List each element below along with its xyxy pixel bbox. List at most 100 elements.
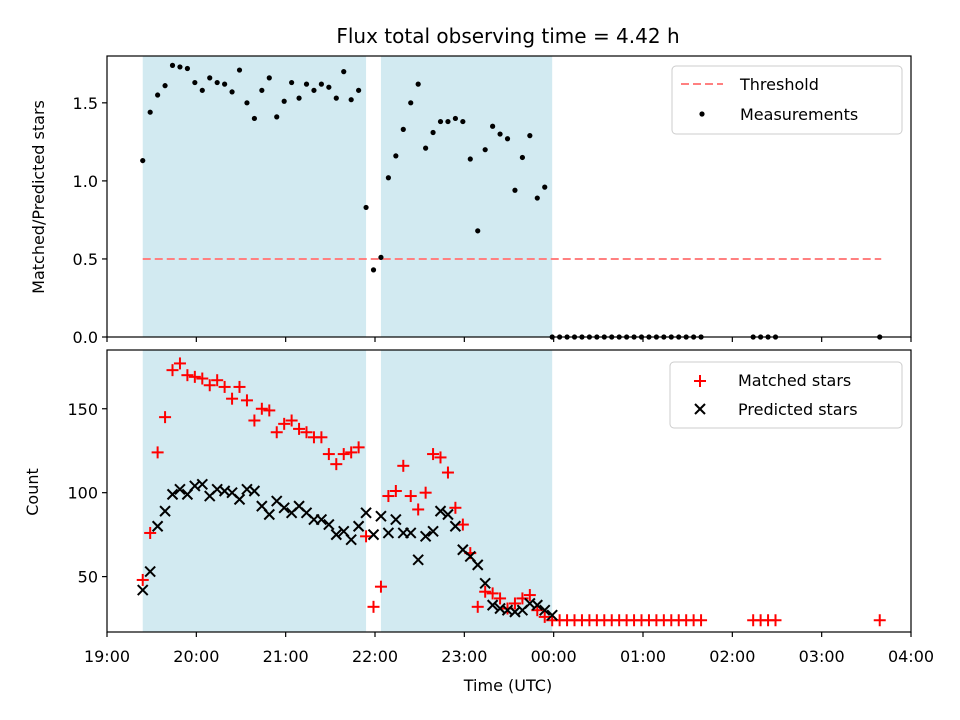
measurement-point [244, 100, 250, 106]
x-tick-label: 03:00 [799, 647, 845, 666]
matched-star-point [769, 614, 782, 627]
measurement-point [318, 81, 324, 87]
matched-star-point [196, 372, 209, 385]
measurement-point [437, 118, 444, 125]
matched-star-point [486, 587, 499, 600]
matched-star-point [159, 411, 172, 424]
predicted-star-point [539, 604, 551, 616]
predicted-star-point [151, 520, 164, 532]
matched-star-point [188, 370, 201, 383]
matched-star-point [263, 404, 276, 417]
top-shaded-intervals [142, 56, 553, 337]
measurement-point [162, 83, 168, 89]
matched-star-point [695, 614, 708, 627]
predicted-star-point [486, 599, 499, 611]
bottom-axes-frame [106, 349, 912, 633]
matched-star-point [330, 458, 343, 471]
predicted-star-point [248, 485, 261, 497]
predicted-star-point [405, 527, 417, 539]
x-tick-label: 04:00 [888, 647, 934, 666]
measurement-point [281, 98, 287, 104]
predicted-star-point [479, 577, 491, 590]
matched-star-point [494, 592, 507, 605]
top-x-ticks [106, 337, 912, 342]
measurement-point [475, 228, 481, 234]
bottom-y-axis-label: Count [23, 468, 42, 516]
measurement-point [512, 187, 518, 193]
predicted-star-point [546, 609, 558, 621]
measurement-point [140, 157, 146, 164]
predicted-star-point [434, 505, 447, 517]
x-tick-label: 22:00 [352, 647, 398, 666]
measurement-point [415, 81, 421, 87]
matched-star-point [151, 446, 164, 459]
measurement-point [497, 131, 503, 137]
matched-star-point [404, 490, 417, 503]
matched-star-point [449, 501, 462, 514]
matched-star-point [144, 526, 157, 539]
measurement-point [527, 133, 533, 139]
predicted-star-point [427, 525, 439, 537]
predicted-star-point [159, 505, 171, 517]
predicted-star-point [375, 510, 387, 522]
predicted-star-point [442, 508, 454, 521]
shaded-interval [142, 56, 367, 337]
predicted-star-point [144, 565, 156, 578]
legend-matched-label: Matched stars [738, 371, 851, 390]
matched-star-point [211, 374, 224, 387]
y-tick-label: 1.5 [73, 94, 98, 113]
top-legend: Threshold Measurements [671, 65, 903, 135]
y-tick-label: 150 [67, 400, 98, 419]
matched-star-point [516, 592, 529, 605]
predicted-star-point [449, 520, 462, 532]
legend-matched-swatch [694, 375, 706, 387]
matched-star-point [278, 417, 291, 430]
predicted-star-point [419, 530, 432, 543]
top-y-axis-label: Matched/Predicted stars [29, 100, 48, 294]
matched-star-point [382, 490, 395, 503]
measurement-point [236, 67, 243, 73]
predicted-stars-series [137, 478, 558, 621]
measurement-point [296, 95, 302, 101]
measurement-point [326, 84, 332, 90]
predicted-star-point [367, 528, 380, 541]
measurement-point [266, 75, 272, 81]
measurement-point [214, 79, 220, 86]
matched-stars-series [136, 357, 886, 627]
predicted-star-point [196, 478, 208, 490]
measurement-point [289, 79, 295, 86]
measurement-point [542, 184, 548, 190]
measurement-point [155, 92, 161, 98]
matched-star-point [293, 422, 306, 435]
matched-star-point [345, 446, 358, 459]
predicted-star-point [345, 533, 357, 546]
matched-star-point [337, 448, 350, 461]
measurement-point [192, 79, 198, 86]
measurement-point [274, 114, 280, 120]
measurement-point [378, 254, 384, 260]
predicted-star-point [360, 507, 372, 519]
matched-star-point [233, 380, 246, 393]
matched-star-point [181, 369, 194, 382]
measurement-point [333, 95, 339, 101]
measurement-point [259, 87, 265, 93]
matched-star-point [166, 364, 179, 377]
matched-star-point [471, 600, 484, 613]
matched-star-point [173, 357, 186, 370]
measurement-point [229, 89, 235, 95]
matched-star-point [300, 426, 313, 439]
predicted-star-point [382, 527, 395, 539]
matched-star-point [389, 485, 402, 497]
matched-star-point [412, 503, 425, 516]
bottom-y-ticks: 50 100 150 [67, 400, 107, 587]
figure-title: Flux total observing time = 4.42 h [336, 24, 679, 48]
predicted-star-point [472, 559, 484, 571]
legend-measurements-label: Measurements [740, 105, 858, 124]
measurement-point [147, 109, 153, 115]
measurement-point [363, 204, 369, 211]
predicted-star-point [233, 493, 246, 506]
x-tick-label: 20:00 [173, 647, 219, 666]
measurement-point [534, 195, 540, 201]
measurement-point [370, 267, 377, 273]
measurement-point [400, 126, 406, 132]
